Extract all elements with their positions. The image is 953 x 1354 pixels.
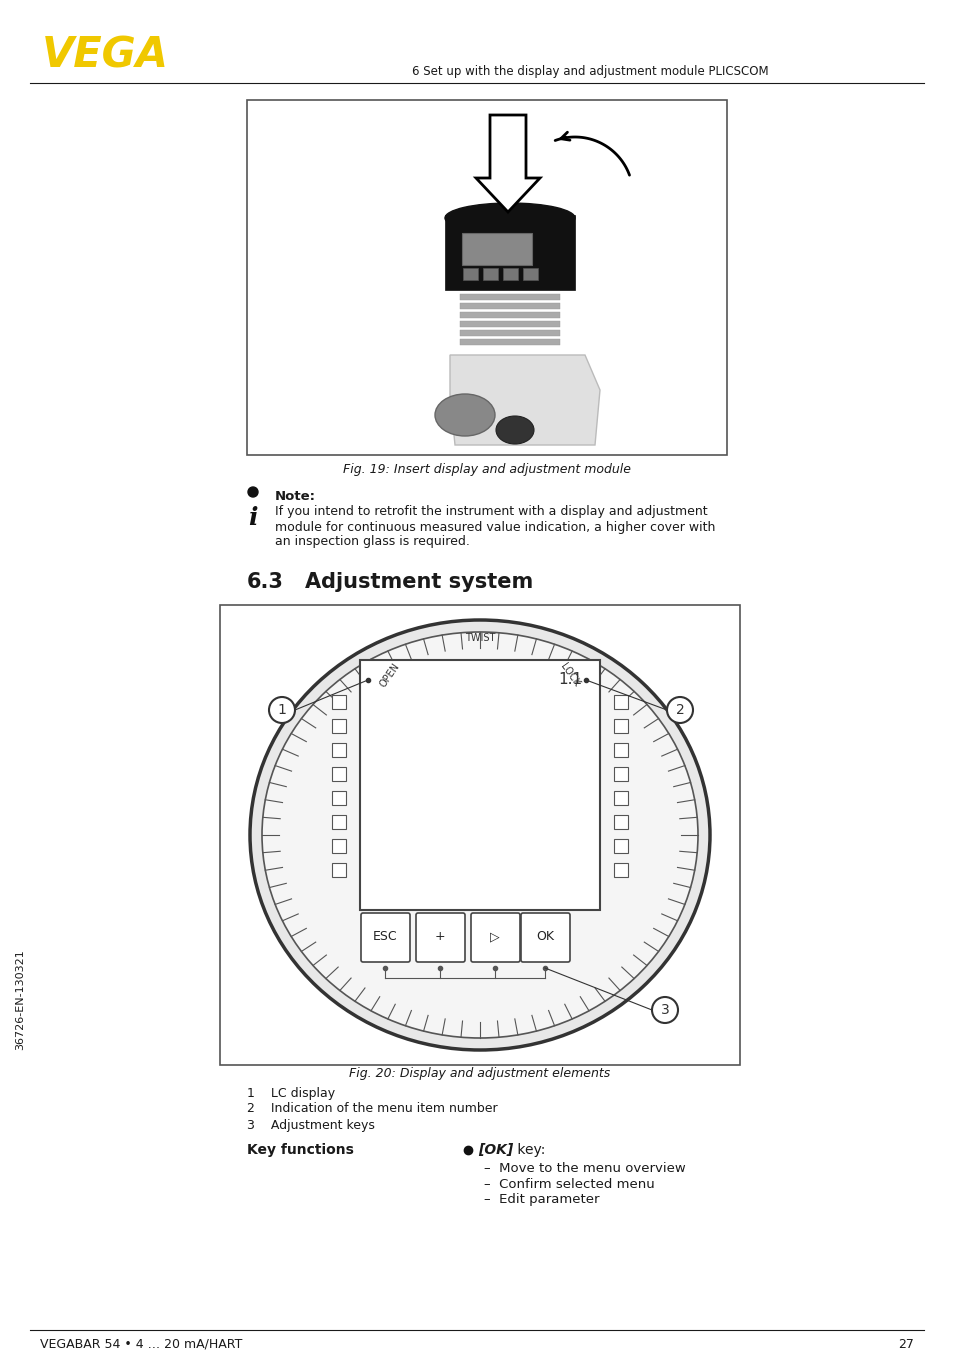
Text: ESC: ESC [373,930,396,944]
Bar [502,268,517,280]
Bar [459,330,559,336]
Text: key:: key: [513,1143,545,1158]
Ellipse shape [262,632,698,1039]
Bar [459,311,559,318]
Text: 6.3: 6.3 [247,571,284,592]
FancyBboxPatch shape [471,913,519,961]
Bar [247,100,726,455]
Bar [614,815,627,829]
Text: If you intend to retrofit the instrument with a display and adjustment: If you intend to retrofit the instrument… [274,505,707,519]
Text: an inspection glass is required.: an inspection glass is required. [274,535,470,548]
Text: –  Confirm selected menu: – Confirm selected menu [483,1178,654,1190]
Text: Adjustment system: Adjustment system [305,571,533,592]
Bar [332,743,346,757]
Text: +: + [435,930,445,944]
Text: Note:: Note: [274,490,315,504]
Text: –  Move to the menu overview: – Move to the menu overview [483,1162,685,1174]
Text: 36726-EN-130321: 36726-EN-130321 [15,949,25,1051]
Text: TWIST: TWIST [464,634,495,643]
Bar [220,605,740,1066]
Bar [459,338,559,345]
Text: [OK]: [OK] [477,1143,513,1158]
Circle shape [666,697,692,723]
Text: VEGABAR 54 • 4 … 20 mA/HART: VEGABAR 54 • 4 … 20 mA/HART [40,1338,242,1350]
Polygon shape [450,355,599,445]
Bar [459,294,559,301]
Bar [459,321,559,328]
Text: 2    Indication of the menu item number: 2 Indication of the menu item number [247,1102,497,1116]
Text: 1    LC display: 1 LC display [247,1086,335,1099]
Ellipse shape [250,620,709,1049]
Text: 27: 27 [897,1338,913,1350]
Polygon shape [476,115,539,213]
Text: 3: 3 [659,1003,669,1017]
Text: ▷: ▷ [490,930,499,944]
Bar [614,862,627,877]
Text: i: i [248,506,257,529]
FancyBboxPatch shape [360,913,410,961]
Bar [444,215,575,290]
Text: Key functions: Key functions [247,1143,354,1158]
Bar [614,695,627,709]
Text: 1: 1 [277,703,286,718]
Text: Fig. 20: Display and adjustment elements: Fig. 20: Display and adjustment elements [349,1067,610,1080]
FancyBboxPatch shape [416,913,464,961]
Bar [461,233,532,265]
Bar [332,766,346,781]
Text: –  Edit parameter: – Edit parameter [483,1193,598,1206]
Bar [614,719,627,733]
Circle shape [248,487,257,497]
Text: LOCK: LOCK [558,662,581,688]
FancyBboxPatch shape [520,913,569,961]
Bar [332,862,346,877]
Text: Fig. 19: Insert display and adjustment module: Fig. 19: Insert display and adjustment m… [343,463,630,477]
Bar [359,659,599,910]
Text: module for continuous measured value indication, a higher cover with: module for continuous measured value ind… [274,520,715,533]
Ellipse shape [496,416,534,444]
Text: VEGA: VEGA [42,34,169,76]
Bar [332,719,346,733]
Ellipse shape [435,394,495,436]
Bar [614,766,627,781]
Bar [614,791,627,806]
Bar [462,268,477,280]
Bar [332,839,346,853]
Text: 6 Set up with the display and adjustment module PLICSCOM: 6 Set up with the display and adjustment… [412,65,767,79]
Text: OPEN: OPEN [377,661,401,689]
Ellipse shape [444,203,575,233]
Bar [482,268,497,280]
Bar [332,815,346,829]
Bar [459,303,559,309]
Text: 3    Adjustment keys: 3 Adjustment keys [247,1118,375,1132]
Bar [614,839,627,853]
Text: 2: 2 [675,703,683,718]
Circle shape [651,997,678,1024]
Text: OK: OK [536,930,554,944]
Bar [522,268,537,280]
Bar [332,695,346,709]
Bar [332,791,346,806]
Text: 1.1: 1.1 [558,673,581,688]
Bar [614,743,627,757]
Circle shape [269,697,294,723]
